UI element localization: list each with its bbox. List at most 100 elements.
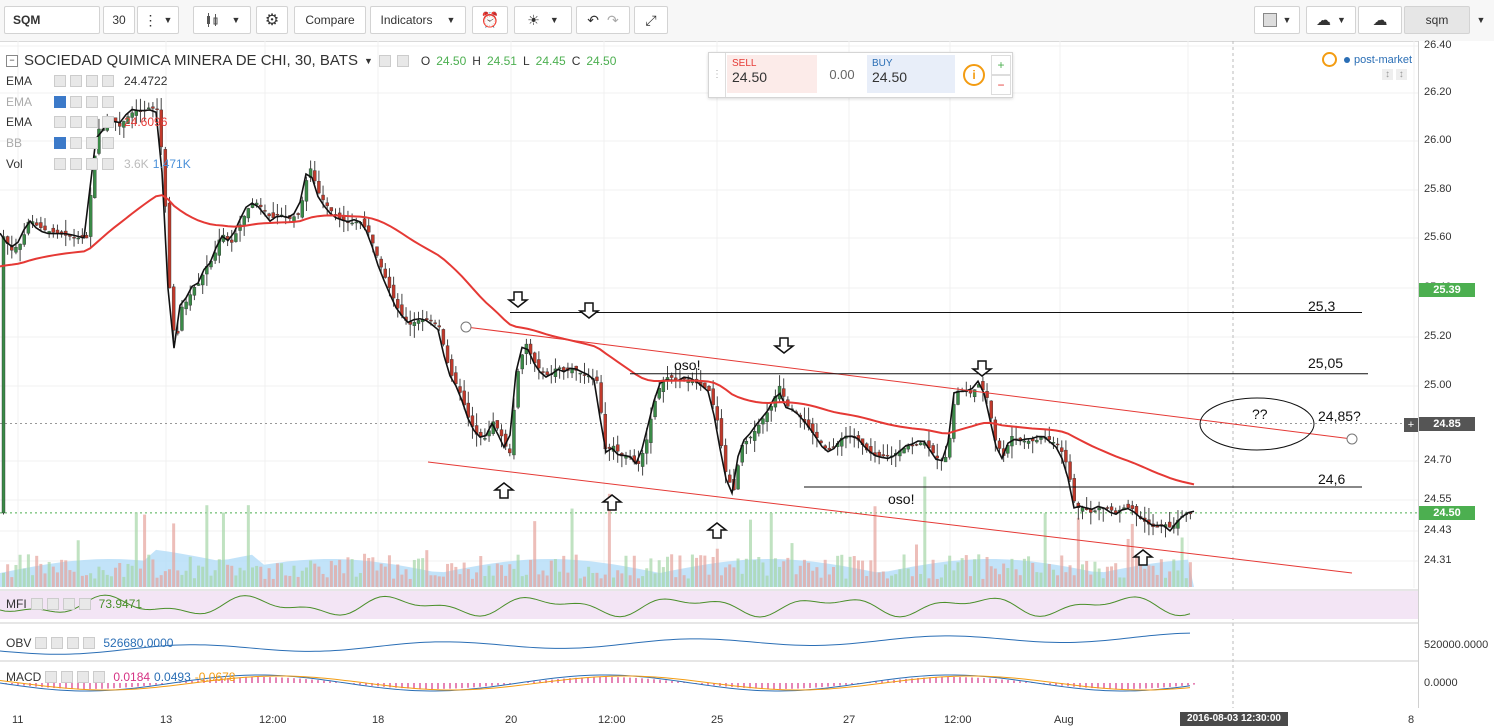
close-small-icon[interactable] (102, 137, 114, 149)
alert-button[interactable]: ⏰ (472, 6, 508, 34)
close-small-icon[interactable] (102, 158, 114, 170)
settings-small-icon[interactable] (70, 137, 82, 149)
settings-small-icon[interactable] (61, 671, 74, 683)
quantity-increase-button[interactable]: + (991, 55, 1011, 75)
settings-small-icon[interactable] (51, 637, 64, 649)
redo-icon[interactable]: ↷ (607, 11, 619, 28)
volume-bar (172, 523, 176, 587)
candle-body (387, 276, 392, 289)
indicator-row-vol[interactable]: Vol 3.6K 1.471K (6, 157, 191, 171)
plus-small-icon[interactable] (86, 116, 98, 128)
info-icon-glyph: i (972, 68, 976, 82)
cloud-save-button[interactable]: ☁ (1358, 6, 1402, 34)
move-up-icon[interactable]: ↕ (1382, 69, 1393, 80)
eye-icon[interactable] (54, 96, 66, 108)
settings-small-icon[interactable] (396, 54, 409, 67)
eye-icon[interactable] (378, 54, 391, 67)
fullscreen-button[interactable]: ⤢ (634, 6, 668, 34)
drawings: oso! oso! 25,3 25,05 24,85? 24,6?? (427, 291, 1368, 574)
eye-icon[interactable] (54, 75, 66, 87)
symbol-tab[interactable]: sqm (1404, 6, 1470, 34)
candle-body (147, 107, 151, 110)
plus-small-icon[interactable] (86, 96, 98, 108)
candle-body (296, 213, 300, 215)
settings-small-icon[interactable] (46, 598, 59, 610)
volume-bar (844, 578, 848, 587)
indicator-row-ema2[interactable]: EMA (6, 95, 114, 109)
candle-body (483, 438, 487, 440)
plus-small-icon[interactable] (86, 137, 98, 149)
settings-button[interactable]: ⚙ (256, 6, 288, 34)
settings-small-icon[interactable] (70, 75, 82, 87)
volume-bar (935, 578, 939, 587)
collapse-icon[interactable]: − (6, 54, 18, 67)
volume-bar (479, 556, 483, 587)
candle-body (918, 442, 923, 446)
cloud-load-button[interactable]: ☁ ▼ (1306, 6, 1356, 34)
symbol-tab-dropdown[interactable]: ▼ (1470, 6, 1492, 34)
chart-type-button[interactable]: ▼ (193, 6, 251, 34)
settings-small-icon[interactable] (70, 96, 82, 108)
candle-body (230, 239, 234, 243)
eye-icon[interactable] (30, 598, 43, 610)
eye-icon[interactable] (54, 116, 66, 128)
close-small-icon[interactable] (102, 96, 114, 108)
close-small-icon[interactable] (102, 75, 114, 87)
indicators-button[interactable]: Indicators ▼ (370, 6, 466, 34)
candle-body (367, 225, 371, 233)
indicator-row-bb[interactable]: BB (6, 136, 114, 150)
close-small-icon[interactable] (102, 116, 114, 128)
symbol-search-input[interactable]: SQM (4, 6, 100, 34)
settings-small-icon[interactable] (70, 158, 82, 170)
quantity-decrease-button[interactable]: − (991, 75, 1011, 95)
volume-bar (31, 575, 35, 587)
volume-bar (890, 575, 894, 587)
chevron-down-icon[interactable]: ▼ (363, 55, 373, 66)
volume-bar (719, 575, 723, 587)
annotation-label: ?? (1252, 406, 1268, 422)
close-small-icon[interactable] (78, 598, 91, 610)
indicator-row-ema1[interactable]: EMA 24.4722 (6, 74, 167, 88)
plus-small-icon[interactable] (62, 598, 75, 610)
plus-small-icon[interactable] (77, 671, 90, 683)
add-level-button[interactable]: + (1404, 418, 1418, 432)
undo-icon[interactable]: ↶ (587, 11, 599, 28)
settings-small-icon[interactable] (70, 116, 82, 128)
layout-button[interactable]: ▼ (1254, 6, 1300, 34)
close-small-icon[interactable] (93, 671, 106, 683)
interval-button[interactable]: 30 (103, 6, 135, 34)
candle-body (1109, 506, 1114, 511)
obv-legend[interactable]: OBV 526680.0000 (6, 636, 173, 650)
mfi-legend[interactable]: MFI 73.9471 (6, 597, 142, 611)
eye-icon[interactable] (54, 158, 66, 170)
volume-bar (885, 578, 889, 587)
candle-body (300, 200, 304, 218)
macd-line (0, 674, 1191, 692)
price-axis[interactable] (1418, 41, 1494, 708)
sell-button[interactable]: SELL 24.50 (727, 55, 817, 93)
chart-area[interactable]: oso! oso! 25,3 25,05 24,85? 24,6?? (0, 41, 1418, 728)
drag-handle-icon[interactable]: ⋮ (709, 53, 726, 97)
price-tick-label: 24.31 (1424, 554, 1452, 566)
volume-bar (504, 575, 508, 587)
buy-button[interactable]: BUY 24.50 (867, 55, 955, 93)
indicator-row-ema3[interactable]: EMA 24.6096 (6, 115, 167, 129)
drawing-tools-button[interactable]: ☀ ▼ (514, 6, 572, 34)
candle-body (22, 234, 26, 245)
eye-icon[interactable] (45, 671, 58, 683)
pane-controls[interactable]: ↕ ↕ (1382, 69, 1407, 80)
close-small-icon[interactable] (83, 637, 96, 649)
plus-small-icon[interactable] (86, 158, 98, 170)
volume-bar (1010, 558, 1014, 587)
move-down-icon[interactable]: ↕ (1395, 69, 1407, 80)
volume-bar (827, 574, 831, 587)
low-label: L (522, 53, 530, 68)
plus-small-icon[interactable] (67, 637, 80, 649)
interval-dropdown-button[interactable]: ⋮ ▼ (137, 6, 179, 34)
info-icon[interactable]: i (963, 64, 985, 86)
plus-small-icon[interactable] (86, 75, 98, 87)
compare-button[interactable]: Compare (294, 6, 366, 34)
macd-legend[interactable]: MACD 0.0184 0.0493 -0.0678 (6, 670, 235, 684)
eye-icon[interactable] (35, 637, 48, 649)
eye-icon[interactable] (54, 137, 66, 149)
